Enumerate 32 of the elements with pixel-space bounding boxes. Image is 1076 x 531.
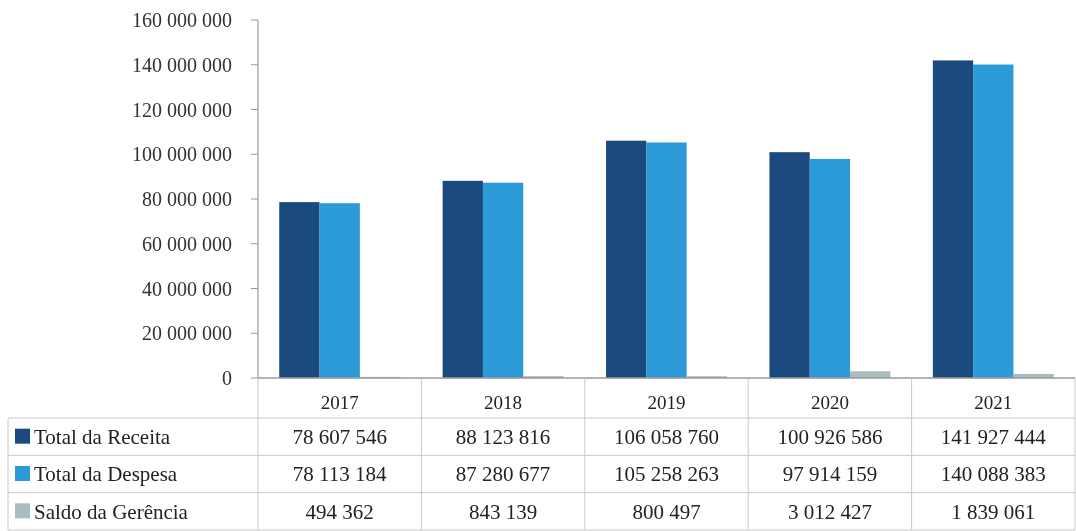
data-label: 87 280 677	[455, 462, 551, 487]
data-label: 494 362	[305, 499, 374, 524]
y-tick-label: 100 000 000	[132, 143, 232, 166]
data-label: 78 113 184	[292, 462, 388, 487]
data-label: 843 139	[468, 499, 538, 524]
x-tick-label: 2018	[484, 391, 523, 413]
x-tick-label: 2019	[647, 391, 686, 413]
y-tick-label: 60 000 000	[142, 232, 232, 255]
legend-label: Saldo da Gerência	[34, 499, 189, 524]
x-tick-label: 2017	[320, 391, 359, 413]
data-label: 78 607 546	[292, 425, 387, 450]
data-label: 800 497	[632, 499, 701, 524]
data-label: 1 839 061	[951, 499, 1036, 524]
data-label: 88 123 816	[455, 425, 551, 450]
y-tick-label: 20 000 000	[142, 322, 232, 345]
y-tick-label: 120 000 000	[132, 98, 232, 121]
data-label: 3 012 427	[787, 499, 872, 524]
y-tick-label: 160 000 000	[132, 9, 232, 31]
y-tick-label: 0	[222, 367, 232, 389]
data-label: 100 926 586	[777, 425, 883, 450]
legend-label: Total da Despesa	[34, 462, 178, 487]
y-tick-label: 40 000 000	[142, 277, 232, 300]
y-tick-label: 140 000 000	[132, 53, 232, 76]
data-label: 140 088 383	[940, 462, 1046, 487]
data-label: 97 914 159	[782, 462, 878, 487]
data-label: 141 927 444	[940, 425, 1047, 450]
x-tick-label: 2020	[810, 391, 849, 413]
x-tick-label: 2021	[974, 391, 1013, 413]
data-label: 105 258 263	[614, 462, 719, 487]
y-tick-label: 80 000 000	[142, 188, 232, 210]
data-label: 106 058 760	[614, 425, 719, 450]
legend-label: Total da Receita	[34, 425, 171, 450]
